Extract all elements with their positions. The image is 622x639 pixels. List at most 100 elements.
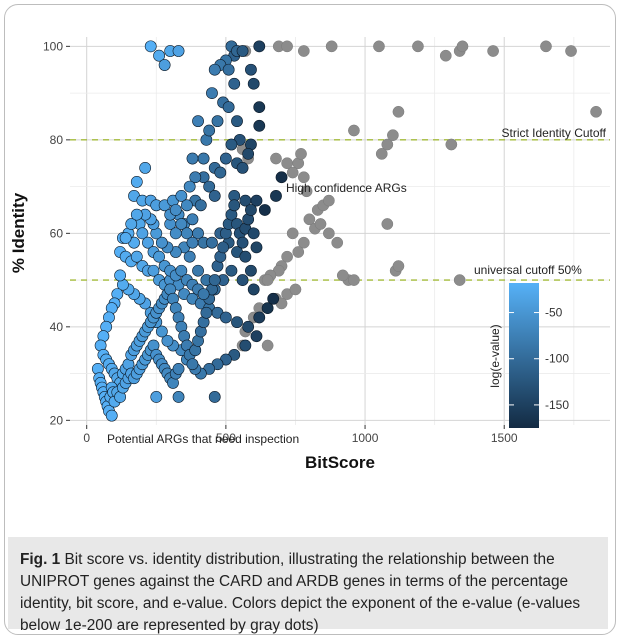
- gray-point: [412, 40, 424, 53]
- data-point: [183, 180, 196, 193]
- data-point: [242, 320, 255, 333]
- gray-point: [540, 40, 552, 53]
- colorbar-tick-label: -150: [545, 398, 569, 412]
- data-point: [245, 63, 257, 76]
- y-tick-label: 80: [50, 133, 64, 147]
- axis-ticks: 0 500 1000 1500 20 40 60 80 100: [43, 39, 518, 445]
- data-point: [139, 161, 152, 174]
- gray-point: [373, 40, 385, 53]
- gray-point: [286, 227, 299, 240]
- data-point: [144, 40, 157, 53]
- data-point: [222, 101, 235, 114]
- high-confidence-label: High confidence ARGs: [286, 181, 407, 195]
- gray-point: [325, 40, 338, 53]
- data-point: [192, 115, 204, 128]
- data-point: [250, 241, 263, 254]
- x-tick-label: 0: [83, 431, 90, 445]
- data-point: [186, 152, 199, 165]
- data-point: [250, 330, 263, 343]
- data-point: [136, 227, 149, 240]
- colorbar-tick-label: -50: [545, 306, 563, 320]
- data-point: [206, 236, 218, 249]
- figure-frame: [4, 4, 616, 635]
- data-point: [155, 325, 168, 338]
- data-point: [186, 358, 199, 371]
- data-point: [208, 274, 221, 286]
- caption-text: Bit score vs. identity distribution, ill…: [20, 551, 581, 634]
- gray-point: [487, 45, 499, 57]
- data-point: [197, 288, 210, 301]
- data-point: [236, 161, 249, 174]
- data-point: [222, 63, 235, 76]
- gray-point: [289, 283, 302, 296]
- gray-point: [286, 166, 299, 179]
- gray-point: [392, 260, 405, 272]
- data-point: [175, 218, 188, 230]
- data-point: [153, 49, 165, 62]
- gray-point: [348, 274, 360, 286]
- gray-point: [281, 250, 293, 263]
- data-point: [211, 115, 224, 128]
- data-point: [200, 306, 213, 319]
- data-point: [253, 40, 266, 53]
- data-point: [169, 204, 182, 216]
- data-point: [186, 213, 199, 226]
- data-point: [245, 204, 257, 216]
- gray-point: [453, 274, 466, 286]
- gray-point: [270, 152, 282, 165]
- gray-point: [387, 129, 399, 142]
- gray-point: [445, 138, 458, 151]
- data-point: [186, 236, 199, 249]
- data-point: [219, 311, 232, 324]
- data-point: [267, 292, 280, 305]
- gray-point: [297, 236, 310, 249]
- data-point: [228, 77, 241, 90]
- data-point: [183, 250, 196, 263]
- data-point: [125, 218, 138, 230]
- data-point: [147, 264, 160, 277]
- data-point: [236, 45, 249, 57]
- figure-caption: Fig. 1 Bit score vs. identity distributi…: [8, 537, 608, 634]
- gray-point: [323, 227, 335, 240]
- data-point: [181, 227, 193, 240]
- data-point: [161, 334, 174, 347]
- data-point: [172, 363, 185, 375]
- data-point: [155, 236, 168, 249]
- data-point: [253, 311, 266, 324]
- data-point: [130, 176, 143, 188]
- data-point: [219, 152, 232, 165]
- data-point: [261, 302, 274, 315]
- data-point: [130, 250, 143, 263]
- data-point: [228, 199, 241, 212]
- data-point: [158, 59, 171, 71]
- data-point: [119, 232, 132, 244]
- potential-args-label: Potential ARGs that need inspection: [107, 432, 299, 446]
- colorbar-tick-label: -100: [545, 352, 569, 366]
- x-tick-label: 1500: [491, 431, 518, 445]
- data-point: [250, 194, 263, 207]
- colorbar-title: log(e-value): [488, 324, 502, 387]
- data-point: [105, 409, 118, 422]
- data-point: [153, 250, 165, 263]
- x-tick-label: 1000: [352, 431, 379, 445]
- data-point: [239, 250, 252, 263]
- gray-point: [348, 124, 360, 137]
- gray-point: [292, 246, 305, 258]
- strict-cutoff-label: Strict Identity Cutoff: [502, 126, 607, 140]
- data-point: [253, 101, 266, 114]
- gray-point: [456, 40, 469, 53]
- data-point: [247, 283, 260, 296]
- data-point: [217, 241, 229, 254]
- data-point: [239, 339, 252, 352]
- caption-label: Fig. 1: [20, 551, 61, 568]
- data-point: [172, 45, 185, 57]
- data-point: [214, 166, 227, 179]
- data-point: [258, 204, 271, 216]
- gray-point: [336, 269, 349, 282]
- data-point: [236, 274, 249, 286]
- data-point: [245, 264, 257, 277]
- data-point: [175, 190, 188, 202]
- gray-point: [565, 45, 577, 57]
- gray-point: [323, 194, 335, 207]
